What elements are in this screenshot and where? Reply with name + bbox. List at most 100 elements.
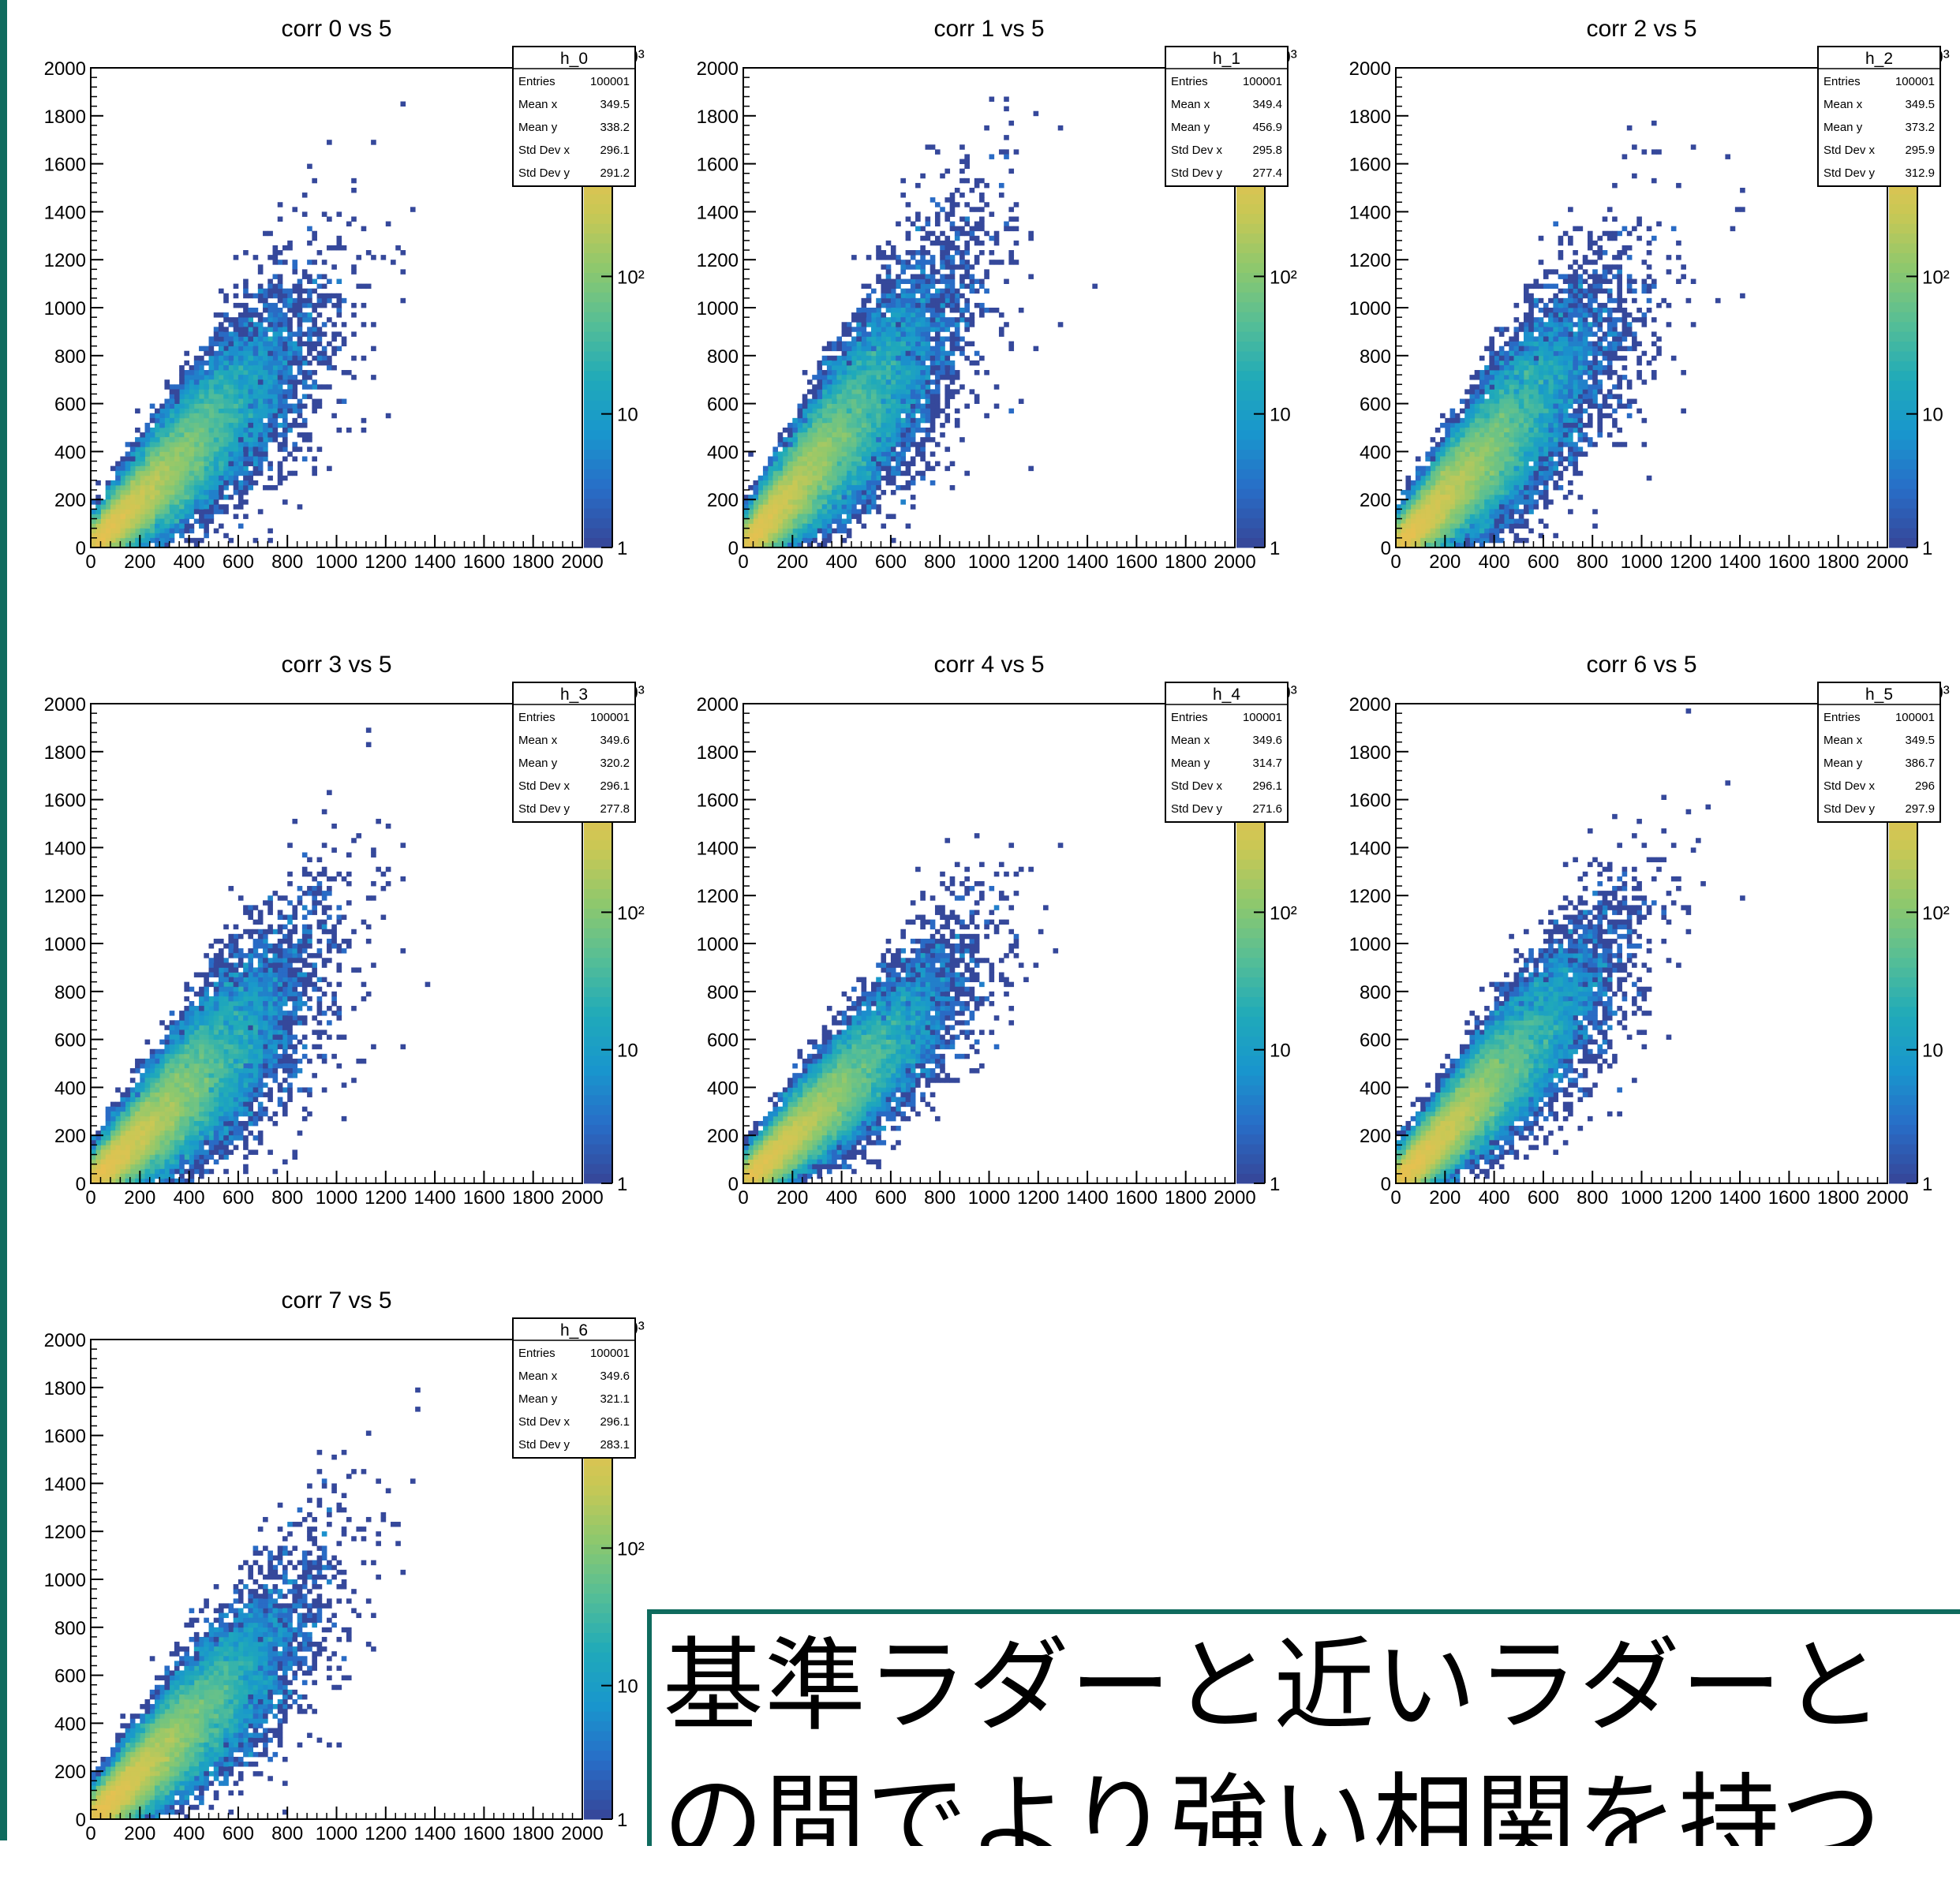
heatmap-cell [787,485,793,490]
heatmap-cell [1445,519,1450,524]
heatmap-cell [1617,317,1622,322]
heatmap-cell [174,529,180,533]
heatmap-cell [1450,428,1456,432]
heatmap-cell [125,490,131,495]
heatmap-cell [856,346,862,351]
heatmap-cell [1416,519,1421,524]
heatmap-cell [1479,428,1485,432]
heatmap-cell [763,466,769,471]
heatmap-cell [935,279,941,284]
heatmap-cell [1558,428,1564,432]
heatmap-cell [120,466,125,471]
heatmap-cell [866,418,872,423]
heatmap-cell [950,293,956,298]
heatmap-cell [243,379,249,384]
heatmap-cell [297,447,303,451]
heatmap-cell [1603,365,1608,370]
heatmap-cell [920,293,926,298]
heatmap-cell [155,466,160,471]
heatmap-cell [253,437,259,442]
heatmap-cell [798,404,803,409]
heatmap-cell [940,370,945,375]
heatmap-cell [184,442,189,447]
heatmap-cell [881,370,886,375]
heatmap-cell [836,379,842,384]
heatmap-cell [287,322,293,327]
heatmap-cell [866,342,872,346]
heatmap-cell [866,370,872,375]
heatmap-cell [234,423,239,428]
heatmap-cell [1489,490,1494,495]
heatmap-cell [920,331,926,336]
heatmap-cell [1494,480,1500,485]
heatmap-cell [1519,476,1524,480]
heatmap-cell [1548,399,1554,404]
heatmap-cell [812,519,817,524]
heatmap-cell [1509,519,1514,524]
heatmap-cell [155,504,160,509]
heatmap-cell [851,361,857,365]
heatmap-cell [876,370,881,375]
heatmap-cell [1450,471,1456,476]
heatmap-cell [243,399,249,404]
heatmap-cell [209,476,215,480]
heatmap-cell [248,471,253,476]
heatmap-cell [876,255,881,260]
heatmap-cell [120,519,125,524]
heatmap-cell [189,409,195,413]
heatmap-cell [1464,404,1470,409]
heatmap-cell [110,509,116,514]
heatmap-cell [926,404,931,409]
heatmap-cell [787,461,793,466]
heatmap-cell [194,495,200,499]
heatmap-cell [851,327,857,331]
heatmap-cell [1416,490,1421,495]
heatmap-cell [155,451,160,456]
heatmap-cell [1509,375,1514,379]
heatmap-cell [1568,379,1573,384]
heatmap-cell [1627,274,1633,278]
heatmap-cell [1494,461,1500,466]
heatmap-cell [856,418,862,423]
heatmap-cell [164,437,170,442]
heatmap-cell [100,519,106,524]
heatmap-cell [282,298,288,303]
heatmap-cell [1622,375,1628,379]
heatmap-cell [302,356,308,361]
heatmap-cell [1558,456,1564,461]
heatmap-cell [273,308,279,312]
heatmap-cell [1455,495,1461,499]
heatmap-cell [886,269,892,274]
heatmap-cell [906,216,911,221]
heatmap-cell [1494,370,1500,375]
heatmap-cell [100,504,106,509]
heatmap-cell [1440,495,1446,499]
heatmap-cell [164,504,170,509]
heatmap-cell [836,471,842,476]
heatmap-cell [1411,495,1416,499]
heatmap-cell [862,418,867,423]
heatmap-cell [1519,451,1524,456]
heatmap-cell [199,379,204,384]
colorbar-step [584,194,612,204]
heatmap-cell [1475,409,1480,413]
heatmap-cell [1553,413,1558,418]
heatmap-cell [1445,418,1450,423]
heatmap-cell [140,456,145,461]
heatmap-cell [955,409,960,413]
heatmap-cell [1504,413,1509,418]
heatmap-cell [1588,351,1593,356]
heatmap-cell [911,312,916,317]
heatmap-cell [926,279,931,284]
heatmap-cell [891,255,896,260]
heatmap-cell [812,485,817,490]
heatmap-cell [1519,413,1524,418]
heatmap-cell [214,480,219,485]
heatmap-cell [189,509,195,514]
heatmap-cell [125,476,131,480]
heatmap-cell [1617,264,1622,269]
heatmap-cell [248,327,253,331]
heatmap-cell [842,442,847,447]
heatmap-cell [1583,346,1588,351]
heatmap-cell [1450,495,1456,499]
